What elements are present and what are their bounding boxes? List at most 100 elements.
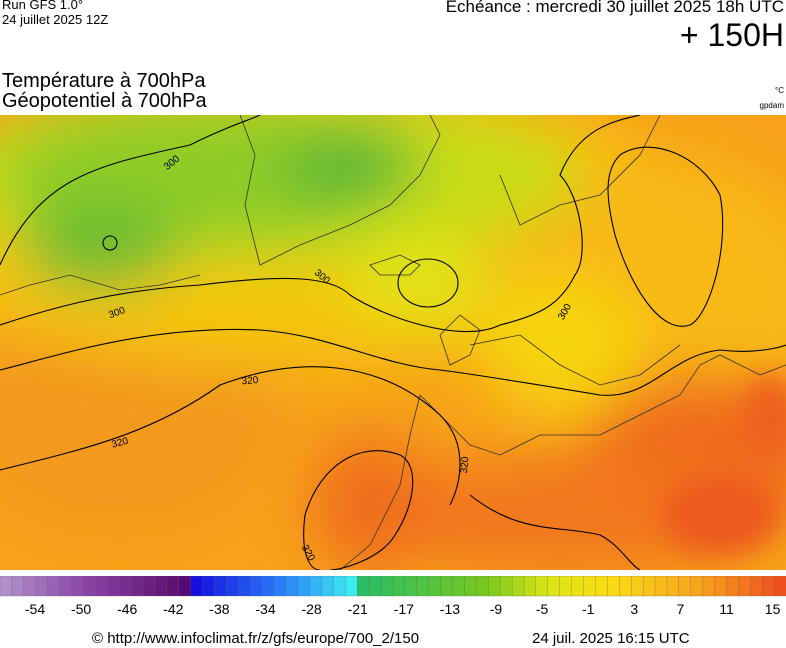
colorbar-swatch — [666, 576, 680, 597]
colorbar: -54 -50 -46 -42 -38 -34 -28 -21 -17 -13 -9 -5 -1 3 7 11… — [0, 576, 786, 617]
contour-label: 320 — [111, 436, 130, 451]
colorbar-swatch — [488, 576, 501, 597]
colorbar-swatch — [714, 576, 728, 597]
colorbar-label: -42 — [163, 601, 183, 617]
colorbar-swatch — [464, 576, 478, 597]
colorbar-swatch — [654, 576, 668, 597]
colorbar-label: -46 — [117, 601, 137, 617]
colorbar-swatch — [773, 576, 786, 597]
colorbar-swatch — [142, 576, 156, 597]
colorbar-label: -54 — [25, 601, 45, 617]
colorbar-swatch — [595, 576, 609, 597]
colorbar-swatch — [631, 576, 644, 597]
unit-geopotential: gpdam — [759, 101, 784, 110]
colorbar-swatch — [571, 576, 585, 597]
geopotential-contours — [0, 115, 786, 570]
colorbar-swatch — [583, 576, 597, 597]
colorbar-swatch — [190, 576, 204, 597]
colorbar-swatch — [11, 576, 25, 597]
colorbar-swatch — [750, 576, 763, 597]
colorbar-swatch — [166, 576, 180, 597]
colorbar-swatch — [500, 576, 513, 597]
colorbar-swatch — [297, 576, 311, 597]
title-temperature: Température à 700hPa — [2, 70, 206, 92]
colorbar-label: 3 — [630, 601, 638, 617]
colorbar-swatch — [83, 576, 96, 597]
colorbar-label: -28 — [301, 601, 321, 617]
colorbar-swatch — [0, 576, 13, 597]
contour-label: 320 — [241, 375, 259, 387]
colorbar-swatch — [321, 576, 335, 597]
colorbar-label: -5 — [536, 601, 549, 617]
colorbar-swatch — [380, 576, 394, 597]
colorbar-label: -17 — [394, 601, 414, 617]
hot-spots — [660, 375, 786, 555]
contour-label: 320 — [459, 456, 471, 474]
colorbar-swatch — [178, 576, 192, 597]
coastlines — [0, 115, 786, 570]
colorbar-swatch — [95, 576, 108, 597]
colorbar-swatch — [333, 576, 347, 597]
colorbar-label: 15 — [765, 601, 781, 617]
colorbar-label: -1 — [582, 601, 595, 617]
colorbar-swatch — [416, 576, 430, 597]
colorbar-swatch — [130, 576, 144, 597]
colorbar-swatch — [35, 576, 49, 597]
colorbar-label: -21 — [348, 601, 368, 617]
colorbar-swatch — [369, 576, 382, 597]
colorbar-swatch — [547, 576, 561, 597]
colorbar-swatch — [392, 576, 406, 597]
colorbar-swatch — [476, 576, 489, 597]
title-geopotential: Géopotentiel à 700hPa — [2, 90, 207, 112]
colorbar-swatch — [404, 576, 418, 597]
lead-time: + 150H — [679, 17, 784, 53]
unit-temperature: °C — [775, 86, 784, 95]
colorbar-swatch — [309, 576, 323, 597]
colorbar-swatch — [762, 576, 775, 597]
colorbar-swatch — [285, 576, 299, 597]
colorbar-label: -38 — [209, 601, 229, 617]
colorbar-label: -13 — [440, 601, 460, 617]
colorbar-label: 11 — [719, 601, 734, 617]
colorbar-swatch — [345, 576, 358, 597]
colorbar-swatch — [214, 576, 227, 597]
colorbar-swatch — [523, 576, 537, 597]
colorbar-swatch — [702, 576, 716, 597]
colorbar-swatch — [738, 576, 751, 597]
colorbar-swatch — [202, 576, 216, 597]
colorbar-swatch — [238, 576, 251, 597]
colorbar-swatch — [118, 576, 132, 597]
colorbar-swatch — [642, 576, 656, 597]
colorbar-swatch — [261, 576, 275, 597]
colorbar-swatch — [357, 576, 370, 597]
colorbar-swatch — [452, 576, 466, 597]
colorbar-swatch — [726, 576, 740, 597]
colorbar-swatch — [607, 576, 620, 597]
colorbar-swatch — [107, 576, 120, 597]
valid-time: Echéance : mercredi 30 juillet 2025 18h … — [445, 0, 784, 16]
colorbar-label: 7 — [677, 601, 685, 617]
source-url: © http://www.infoclimat.fr/z/gfs/europe/… — [92, 630, 420, 647]
colorbar-swatch — [47, 576, 61, 597]
colorbar-swatch — [59, 576, 73, 597]
colorbar-label: -9 — [490, 601, 503, 617]
colorbar-swatch — [249, 576, 263, 597]
colorbar-swatch — [535, 576, 549, 597]
run-date: 24 juillet 2025 12Z — [2, 12, 109, 27]
colorbar-label: -50 — [71, 601, 91, 617]
colorbar-swatch — [428, 576, 442, 597]
colorbar-swatch — [154, 576, 168, 597]
colorbar-swatch — [690, 576, 704, 597]
colorbar-swatch — [511, 576, 525, 597]
colorbar-swatch — [226, 576, 239, 597]
colorbar-swatch — [23, 576, 37, 597]
colorbar-swatch — [559, 576, 573, 597]
temperature-field — [0, 115, 786, 570]
timestamp: 24 juil. 2025 16:15 UTC — [532, 630, 690, 647]
colorbar-swatch — [273, 576, 287, 597]
colorbar-swatch — [440, 576, 454, 597]
colorbar-swatch — [619, 576, 632, 597]
colorbar-label: -34 — [255, 601, 275, 617]
